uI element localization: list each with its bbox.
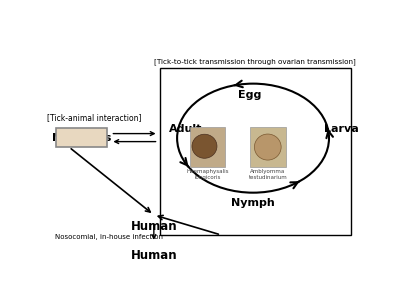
Text: Haemaphysalis
longicoris: Haemaphysalis longicoris (186, 169, 228, 180)
Text: Larva: Larva (324, 124, 359, 134)
Text: Human: Human (130, 221, 177, 234)
Bar (160, 68, 351, 235)
Bar (56, 128, 107, 147)
FancyBboxPatch shape (190, 127, 225, 167)
FancyBboxPatch shape (250, 127, 286, 167)
Text: [Tick-to-tick transmission through ovarian transmission]: [Tick-to-tick transmission through ovari… (154, 58, 356, 65)
Text: Amblyomma
testudinarium: Amblyomma testudinarium (248, 169, 287, 180)
Text: Egg: Egg (238, 90, 262, 100)
Text: Nosocomial, in-house infection: Nosocomial, in-house infection (55, 234, 163, 240)
Ellipse shape (192, 134, 217, 158)
Text: Adult: Adult (169, 124, 203, 134)
Text: Nymph: Nymph (231, 198, 275, 208)
Ellipse shape (254, 134, 281, 160)
Text: Human: Human (130, 249, 177, 262)
Text: [Tick-animal interaction]: [Tick-animal interaction] (47, 114, 142, 123)
Text: Mammals: Mammals (52, 133, 112, 142)
